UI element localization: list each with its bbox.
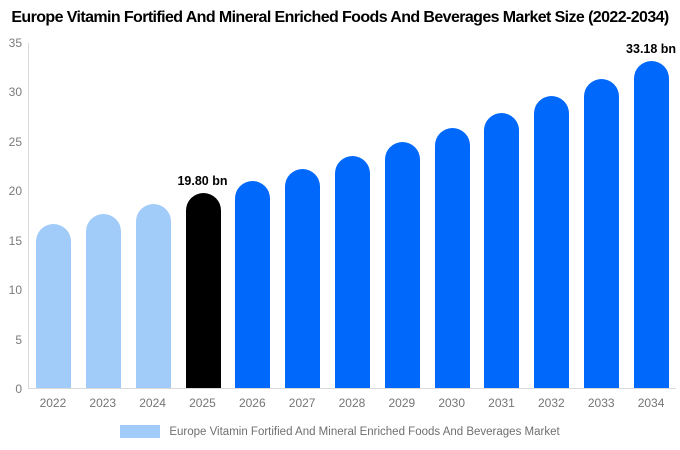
bar-2034[interactable] — [633, 60, 669, 388]
x-tick-label: 2024 — [139, 396, 166, 410]
y-tick-label: 15 — [8, 233, 22, 248]
bar-slot — [178, 43, 228, 388]
bar-2033[interactable] — [583, 79, 619, 388]
y-tick-label: 35 — [8, 36, 22, 50]
plot-area — [28, 43, 676, 389]
bar-slot — [427, 43, 477, 388]
legend-label: Europe Vitamin Fortified And Mineral Enr… — [169, 425, 560, 438]
y-tick-label: 5 — [15, 332, 22, 347]
bar-2029[interactable] — [384, 142, 420, 388]
bar-slot — [477, 43, 527, 388]
x-tick-label: 2031 — [488, 396, 515, 410]
x-tick-label: 2034 — [637, 396, 665, 410]
x-tick-label: 2027 — [288, 396, 316, 410]
bar-slot — [576, 43, 626, 388]
bar-slot — [278, 43, 328, 388]
x-tick-label: 2028 — [338, 396, 366, 410]
x-tick-label: 2022 — [39, 396, 67, 410]
x-tick-label: 2029 — [388, 396, 416, 410]
bar-2024[interactable] — [135, 203, 171, 388]
chart-title: Europe Vitamin Fortified And Mineral Enr… — [11, 9, 669, 26]
bar-2025[interactable] — [185, 192, 221, 388]
x-tick-label: 2030 — [438, 396, 466, 410]
x-tick-label: 2026 — [238, 396, 266, 410]
y-tick-label: 25 — [8, 134, 22, 149]
bar-slot — [377, 43, 427, 388]
legend-swatch-icon — [120, 425, 161, 438]
x-tick-label: 2025 — [189, 396, 216, 410]
bar-2022[interactable] — [36, 223, 72, 388]
bar-2032[interactable] — [534, 96, 570, 388]
bar-2031[interactable] — [484, 112, 520, 388]
y-tick-label: 20 — [8, 184, 22, 199]
bar-slot — [527, 43, 577, 388]
x-axis: 2022 2023 2024 2025 2026 2027 2028 2029 2030 2031… — [28, 396, 676, 412]
bar-slot — [129, 43, 179, 388]
x-tick-label: 2033 — [587, 396, 615, 410]
bar-2023[interactable] — [86, 214, 122, 388]
bar-slot — [626, 43, 676, 388]
x-tick-label: 2032 — [538, 396, 565, 410]
y-axis: 0 5 10 15 20 25 30 35 — [0, 36, 22, 396]
y-tick-label: 0 — [15, 382, 22, 396]
bar-2028[interactable] — [334, 156, 370, 388]
y-tick-label: 10 — [8, 283, 22, 298]
y-tick-label: 30 — [8, 85, 22, 100]
bar-slot — [79, 43, 129, 388]
bar-slot — [29, 43, 79, 388]
bar-2026[interactable] — [235, 181, 271, 388]
x-tick-label: 2023 — [89, 396, 117, 410]
bar-2030[interactable] — [434, 127, 470, 388]
bar-slot — [228, 43, 278, 388]
legend-item[interactable]: Europe Vitamin Fortified And Mineral Enr… — [0, 425, 680, 438]
bar-2027[interactable] — [285, 169, 321, 388]
bar-slot — [328, 43, 378, 388]
